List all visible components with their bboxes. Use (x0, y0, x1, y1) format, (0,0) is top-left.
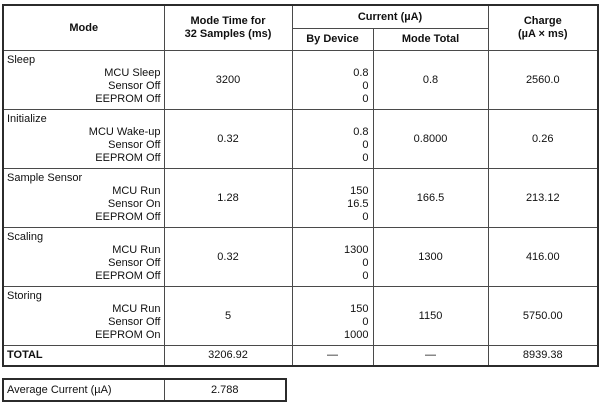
header-by-device: By Device (291, 28, 374, 51)
device-line: EEPROM Off (95, 270, 161, 282)
mode-cell: Storing MCU Run Sensor Off EEPROM On (2, 286, 165, 346)
by-device-value: 0.8 (353, 126, 369, 138)
by-device-cell: 150 0 1000 (291, 286, 374, 346)
by-device-cell: 150 16.5 0 (291, 168, 374, 228)
device-line: EEPROM Off (95, 211, 161, 223)
device-line: Sensor Off (108, 139, 161, 151)
device-line: Sensor Off (108, 80, 161, 92)
header-row-1: Mode Mode Time for 32 Samples (ms) Curre… (2, 4, 599, 51)
total-mode-time: 3206.92 (163, 345, 293, 367)
by-device-value: 0 (362, 80, 369, 92)
mode-name: Sample Sensor (7, 172, 83, 184)
header-mode-total: Mode Total (372, 28, 489, 51)
mode-total-cell: 166.5 (372, 168, 489, 228)
by-device-cell: 1300 0 0 (291, 227, 374, 287)
mode-cell: Initialize MCU Wake-up Sensor Off EEPROM… (2, 109, 165, 169)
header-mode-time-line1: Mode Time for (190, 15, 266, 27)
mode-name: Sleep (7, 54, 36, 66)
mode-time-cell: 3200 (163, 50, 293, 110)
device-line: MCU Run (112, 185, 161, 197)
by-device-value: 0 (362, 152, 369, 164)
mode-cell: Scaling MCU Run Sensor Off EEPROM Off (2, 227, 165, 287)
by-device-cell: 0.8 0 0 (291, 109, 374, 169)
total-label: TOTAL (2, 345, 165, 367)
power-mode-table: Mode Mode Time for 32 Samples (ms) Curre… (2, 4, 600, 367)
device-line: EEPROM Off (95, 152, 161, 164)
by-device-value: 150 (350, 185, 369, 197)
header-charge-line2: (µA × ms) (517, 28, 568, 40)
by-device-value: 1000 (344, 329, 369, 341)
device-line: MCU Run (112, 244, 161, 256)
device-line: EEPROM Off (95, 93, 161, 105)
by-device-value: 0.8 (353, 67, 369, 79)
by-device-value: 16.5 (347, 198, 369, 210)
mode-time-cell: 5 (163, 286, 293, 346)
charge-cell: 2560.0 (487, 50, 599, 110)
device-line: EEPROM On (95, 329, 161, 341)
mode-total-cell: 1300 (372, 227, 489, 287)
header-charge: Charge (µA × ms) (487, 4, 599, 51)
table-row-sleep: Sleep MCU Sleep Sensor Off EEPROM Off 32… (2, 50, 599, 110)
charge-cell: 416.00 (487, 227, 599, 287)
average-current-value: 2.788 (163, 378, 287, 402)
device-line: Sensor Off (108, 316, 161, 328)
by-device-value: 0 (362, 139, 369, 151)
by-device-value: 0 (362, 257, 369, 269)
device-line: Sensor On (107, 198, 161, 210)
mode-total-cell: 1150 (372, 286, 489, 346)
charge-cell: 0.26 (487, 109, 599, 169)
mode-time-cell: 0.32 (163, 109, 293, 169)
charge-cell: 213.12 (487, 168, 599, 228)
by-device-value: 0 (362, 93, 369, 105)
mode-total-cell: 0.8000 (372, 109, 489, 169)
total-mode-total: — (372, 345, 489, 367)
table-row-initialize: Initialize MCU Wake-up Sensor Off EEPROM… (2, 109, 599, 169)
by-device-value: 0 (362, 316, 369, 328)
table-row-scaling: Scaling MCU Run Sensor Off EEPROM Off 0.… (2, 227, 599, 287)
header-current: Current (µA) (291, 4, 489, 29)
average-current-table: Average Current (µA) 2.788 (2, 378, 287, 402)
mode-name: Scaling (7, 231, 44, 243)
mode-name: Storing (7, 290, 42, 302)
average-current-row: Average Current (µA) 2.788 (2, 378, 287, 402)
device-line: MCU Wake-up (88, 126, 161, 138)
charge-cell: 5750.00 (487, 286, 599, 346)
header-mode: Mode (2, 4, 165, 51)
table-row-total: TOTAL 3206.92 — — 8939.38 (2, 345, 599, 367)
total-by-device: — (291, 345, 374, 367)
average-current-label: Average Current (µA) (2, 378, 165, 402)
mode-total-cell: 0.8 (372, 50, 489, 110)
device-line: MCU Sleep (104, 67, 161, 79)
mode-name: Initialize (7, 113, 47, 125)
by-device-value: 150 (350, 303, 369, 315)
header-charge-line1: Charge (523, 15, 562, 27)
total-charge: 8939.38 (487, 345, 599, 367)
by-device-value: 1300 (344, 244, 369, 256)
by-device-cell: 0.8 0 0 (291, 50, 374, 110)
by-device-value: 0 (362, 211, 369, 223)
by-device-value: 0 (362, 270, 369, 282)
header-mode-time: Mode Time for 32 Samples (ms) (163, 4, 293, 51)
device-line: MCU Run (112, 303, 161, 315)
table-row-sample-sensor: Sample Sensor MCU Run Sensor On EEPROM O… (2, 168, 599, 228)
mode-cell: Sleep MCU Sleep Sensor Off EEPROM Off (2, 50, 165, 110)
table-row-storing: Storing MCU Run Sensor Off EEPROM On 5 1… (2, 286, 599, 346)
mode-time-cell: 1.28 (163, 168, 293, 228)
mode-time-cell: 0.32 (163, 227, 293, 287)
mode-cell: Sample Sensor MCU Run Sensor On EEPROM O… (2, 168, 165, 228)
header-mode-time-line2: 32 Samples (ms) (184, 28, 272, 40)
device-line: Sensor Off (108, 257, 161, 269)
